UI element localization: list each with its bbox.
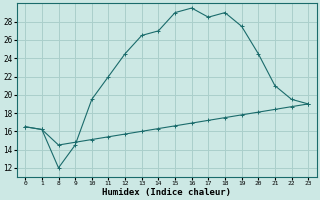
X-axis label: Humidex (Indice chaleur): Humidex (Indice chaleur) xyxy=(102,188,231,197)
